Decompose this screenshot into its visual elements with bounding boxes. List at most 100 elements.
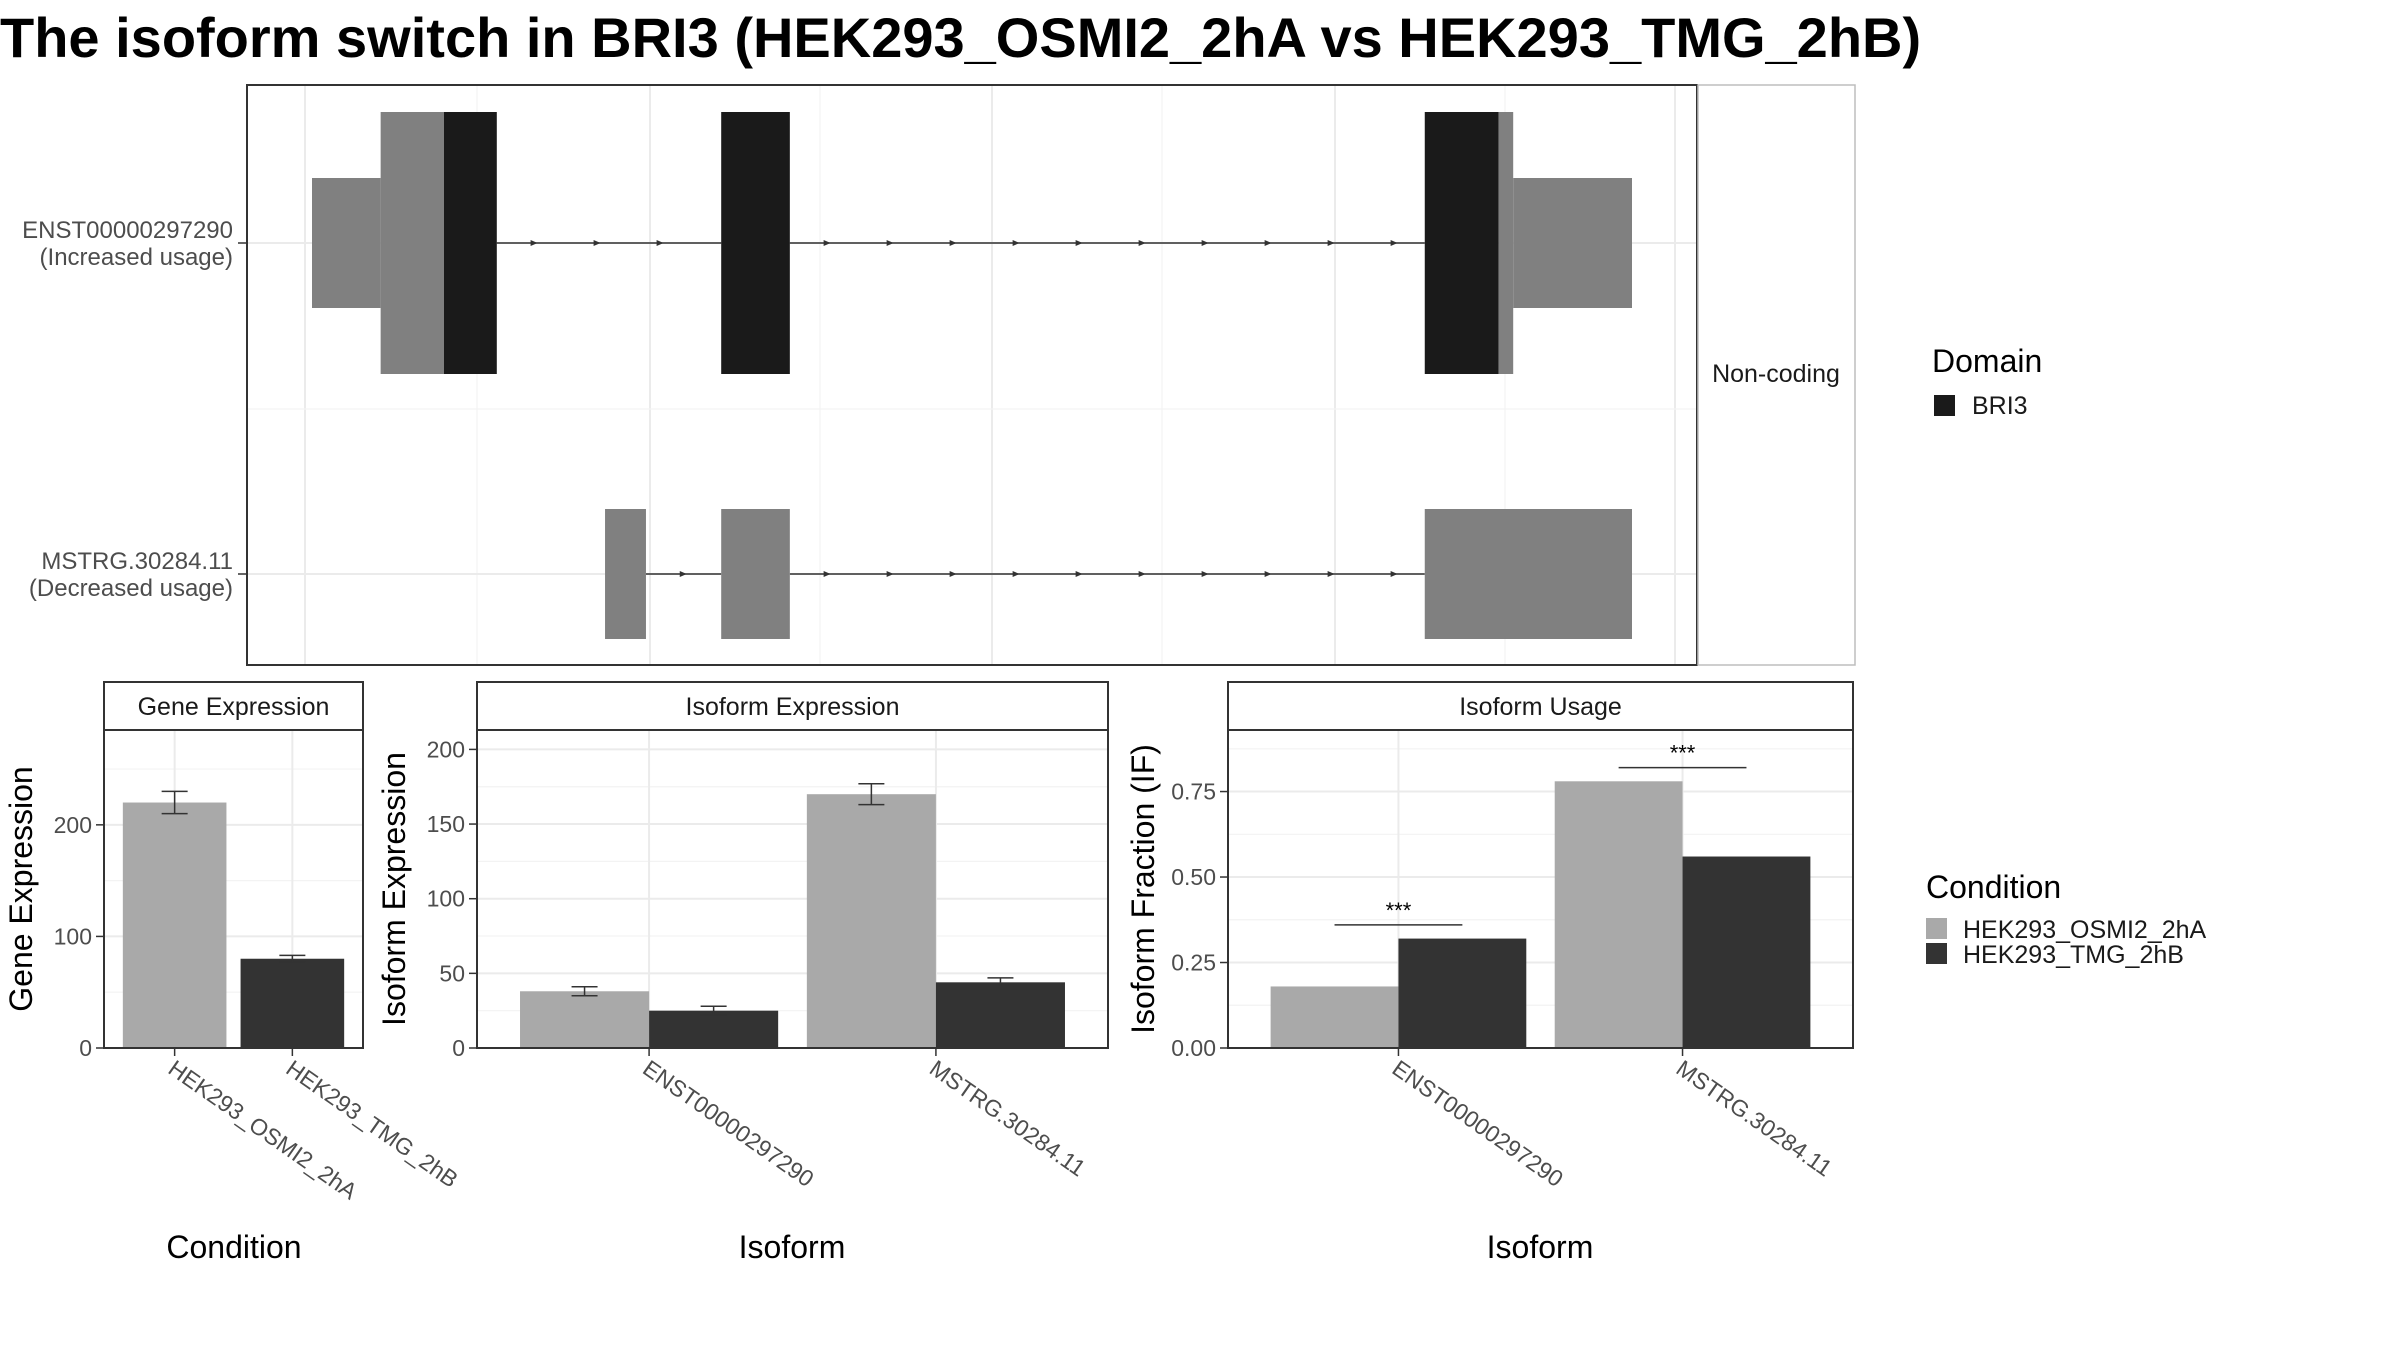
error-bar xyxy=(161,790,188,815)
exon-noncoding xyxy=(605,509,646,639)
condition-legend-label-a: HEK293_OSMI2_2hA xyxy=(1963,916,2207,944)
exon-noncoding xyxy=(1498,112,1514,374)
condition-legend: Condition HEK293_OSMI2_2hA HEK293_TMG_2h… xyxy=(1926,869,2207,969)
transcript-label-usage: (Increased usage) xyxy=(40,244,233,271)
structure-panel: Non-coding ENST00000297290(Increased usa… xyxy=(22,84,1856,666)
bar-ENST00000297290-HEK293_TMG_2hB xyxy=(649,1010,779,1048)
strip xyxy=(1227,681,1854,731)
condition-legend-label-b: HEK293_TMG_2hB xyxy=(1963,941,2184,969)
intron-arrow xyxy=(886,571,894,577)
bars xyxy=(122,790,345,1048)
bar-HEK293_OSMI2_2hA xyxy=(122,802,227,1048)
transcript-ENST00000297290 xyxy=(312,112,1632,374)
exon-coding xyxy=(1424,112,1499,374)
structure-transcripts xyxy=(312,112,1632,639)
intron-arrow xyxy=(823,240,831,246)
condition-legend-title: Condition xyxy=(1926,869,2061,905)
strip-title: Gene Expression xyxy=(138,693,330,721)
error-bar xyxy=(571,986,598,997)
strip-title: Isoform Usage xyxy=(1459,693,1622,721)
x-axis-title: Isoform xyxy=(1487,1229,1594,1265)
x-tick-label: HEK293_OSMI2_2hA xyxy=(164,1055,363,1205)
x-axis-title: Condition xyxy=(166,1229,301,1265)
bar-MSTRG.30284.11-HEK293_OSMI2_2hA xyxy=(1554,781,1683,1048)
x-tick-label: MSTRG.30284.11 xyxy=(1672,1055,1837,1182)
intron-arrow xyxy=(1264,240,1272,246)
chart-isoform-expression: Isoform Expression 0 50 100 150 200 ENST000002… xyxy=(376,681,1109,1265)
condition-legend-key-b xyxy=(1926,943,1947,964)
bar-ENST00000297290-HEK293_OSMI2_2hA xyxy=(520,991,650,1048)
significance-label: *** xyxy=(1670,741,1696,766)
figure-title: The isoform switch in BRI3 (HEK293_OSMI2… xyxy=(0,6,1921,69)
intron-arrow xyxy=(530,240,538,246)
y-tick-label: 0.00 xyxy=(1171,1035,1216,1061)
strip-title: Isoform Expression xyxy=(686,693,900,721)
transcript-labels: ENST00000297290(Increased usage) MSTRG.30… xyxy=(22,217,247,602)
y-tick-label: 50 xyxy=(439,960,465,986)
domain-legend-key-bri3 xyxy=(1934,395,1955,416)
error-bar xyxy=(858,782,885,806)
intron-arrow xyxy=(593,240,601,246)
y-tick-label: 0.50 xyxy=(1171,864,1216,890)
bar-MSTRG.30284.11-HEK293_TMG_2hB xyxy=(1682,856,1811,1048)
x-axis-title: Isoform xyxy=(739,1229,846,1265)
y-tick-label: 150 xyxy=(427,811,465,837)
structure-panel-border xyxy=(246,84,1698,666)
error-bar xyxy=(700,1005,727,1016)
x-tick-label: ENST00000297290 xyxy=(1388,1055,1568,1192)
bar-MSTRG.30284.11-HEK293_OSMI2_2hA xyxy=(806,794,936,1048)
intron-arrow xyxy=(1327,240,1335,246)
intron-arrow xyxy=(1138,571,1146,577)
intron-arrow xyxy=(823,571,831,577)
intron-arrow xyxy=(1201,571,1209,577)
exon-noncoding xyxy=(721,509,790,639)
intron-arrow xyxy=(1390,571,1398,577)
intron-arrow xyxy=(679,571,687,577)
y-tick-label: 0 xyxy=(452,1035,465,1061)
significance-label: *** xyxy=(1386,898,1412,923)
chart-isoform-usage: *** *** Isoform Usage 0.00 0.25 0.50 0.75 ENST0… xyxy=(1125,681,1854,1265)
intron-arrow xyxy=(1201,240,1209,246)
bar-ENST00000297290-HEK293_TMG_2hB xyxy=(1398,938,1527,1048)
strip xyxy=(476,681,1109,731)
domain-legend-label-bri3: BRI3 xyxy=(1972,392,2028,420)
intron-arrow xyxy=(1075,240,1083,246)
intron-arrow xyxy=(1264,571,1272,577)
exon-noncoding xyxy=(312,178,381,308)
y-tick-label: 0.25 xyxy=(1171,950,1216,976)
y-tick-label: 100 xyxy=(427,886,465,912)
exon-coding xyxy=(721,112,790,374)
intron-arrow xyxy=(949,571,957,577)
intron-arrow xyxy=(1012,571,1020,577)
y-tick-label: 100 xyxy=(54,923,92,949)
condition-legend-key-a xyxy=(1926,918,1947,939)
structure-strip-label: Non-coding xyxy=(1712,360,1840,388)
y-tick-label: 200 xyxy=(427,736,465,762)
y-tick-label: 0 xyxy=(79,1035,92,1061)
intron-arrow xyxy=(1390,240,1398,246)
exon-noncoding xyxy=(380,112,444,374)
bars xyxy=(520,782,1065,1048)
intron-arrow xyxy=(656,240,664,246)
transcript-label-usage: (Decreased usage) xyxy=(29,575,233,602)
bar-charts: Gene Expression0100200HEK293_OSMI2_2hAHE… xyxy=(3,681,1854,1265)
error-bar xyxy=(279,954,306,963)
transcript-label-id: ENST00000297290 xyxy=(22,217,233,244)
transcript-label-id: MSTRG.30284.11 xyxy=(41,548,233,575)
y-axis-title: Isoform Expression xyxy=(376,752,412,1026)
y-tick-label: 200 xyxy=(54,812,92,838)
exon-noncoding xyxy=(1424,509,1632,639)
domain-legend: Domain BRI3 xyxy=(1932,343,2042,420)
intron-arrow xyxy=(1012,240,1020,246)
bar-MSTRG.30284.11-HEK293_TMG_2hB xyxy=(935,982,1065,1048)
bars: *** *** xyxy=(1270,741,1811,1048)
transcript-MSTRG.30284.11 xyxy=(605,509,1632,639)
exon-noncoding xyxy=(1513,178,1632,308)
error-bar xyxy=(987,977,1014,988)
y-axis-title: Gene Expression xyxy=(3,766,39,1011)
y-tick-label: 0.75 xyxy=(1171,779,1216,805)
domain-legend-title: Domain xyxy=(1932,343,2042,379)
bar-HEK293_TMG_2hB xyxy=(240,958,345,1048)
structure-strip xyxy=(1697,84,1856,666)
